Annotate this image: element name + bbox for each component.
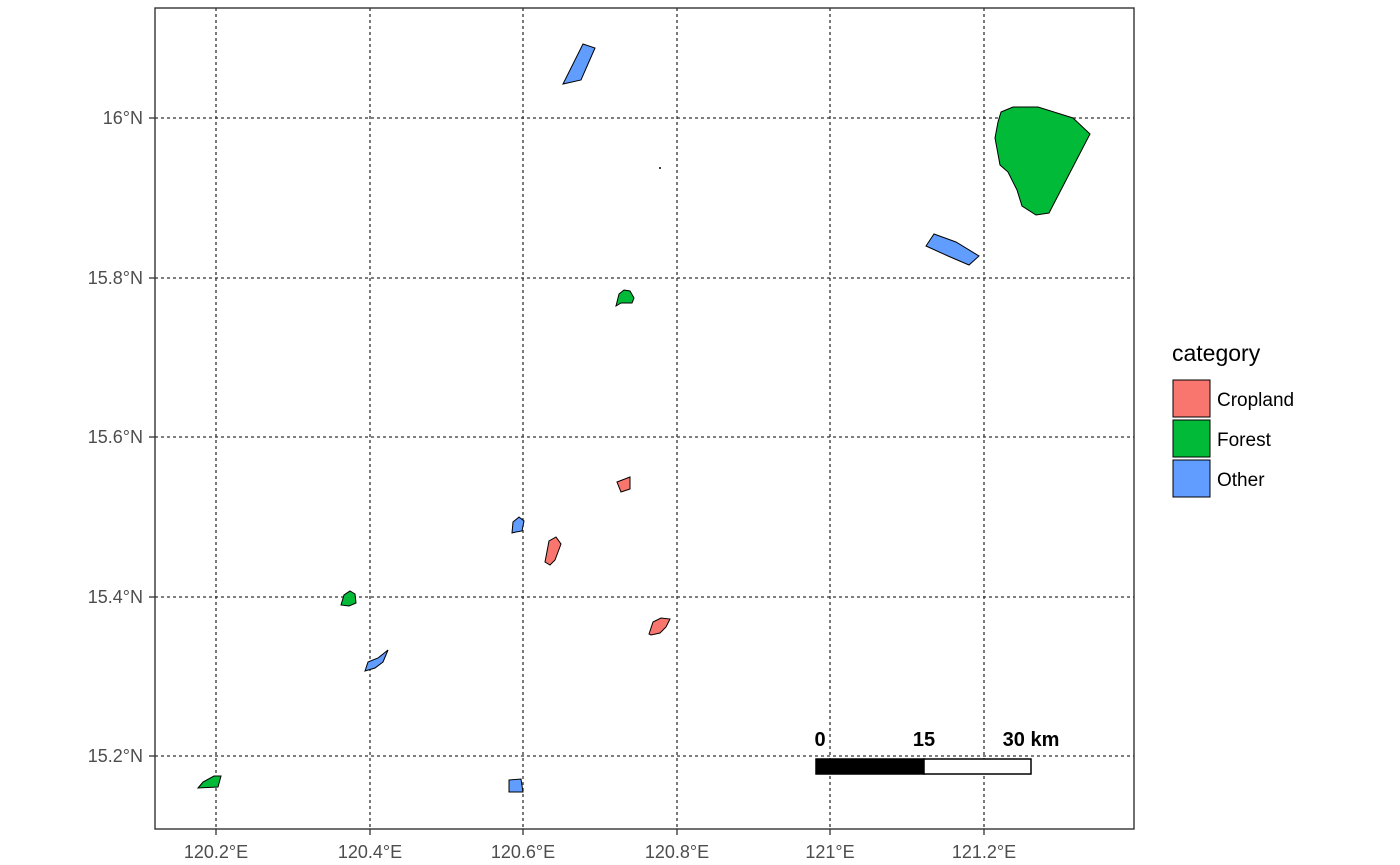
- legend-key-forest: [1172, 419, 1211, 458]
- gridlines: [155, 8, 1134, 829]
- y-axis-labels: 16°N 15.8°N 15.6°N 15.4°N 15.2°N: [88, 108, 143, 766]
- scale-bar-segment-filled: [815, 758, 925, 775]
- polygon-cropland-2: [544, 536, 562, 566]
- polygon-other-east: [925, 233, 980, 266]
- polygon-forest-west: [340, 590, 357, 607]
- y-tick-label: 16°N: [103, 108, 143, 128]
- legend-key-other: [1172, 459, 1211, 498]
- scale-bar-label-30km: 30 km: [1003, 729, 1060, 751]
- polygon-forest-sw: [196, 775, 222, 789]
- y-tick-label: 15.6°N: [88, 427, 143, 447]
- tiny-feature-dot: [659, 167, 661, 169]
- y-tick-label: 15.8°N: [88, 268, 143, 288]
- scale-bar-label-0: 0: [814, 729, 825, 751]
- polygon-forest-large-ne: [994, 106, 1091, 216]
- y-tick-label: 15.2°N: [88, 746, 143, 766]
- x-tick-label: 120.6°E: [491, 842, 555, 862]
- legend-key-cropland: [1172, 379, 1211, 418]
- polygon-other-south: [508, 778, 524, 793]
- x-axis-labels: 120.2°E 120.4°E 120.6°E 120.8°E 121°E 12…: [184, 842, 1016, 862]
- legend-title: category: [1172, 340, 1261, 366]
- legend-label-forest: Forest: [1217, 430, 1272, 451]
- polygon-other-mid: [511, 516, 525, 534]
- polygon-other-north: [562, 43, 596, 85]
- polygon-cropland-3: [648, 617, 671, 636]
- x-tick-label: 120.8°E: [645, 842, 709, 862]
- legend-label-other: Other: [1217, 470, 1265, 491]
- legend: category Cropland Forest Other: [1172, 340, 1294, 498]
- scale-bar-segment-empty: [923, 758, 1032, 775]
- polygon-forest-central: [615, 289, 635, 308]
- scale-bar: 0 15 30 km: [814, 729, 1060, 775]
- x-tick-label: 120.4°E: [338, 842, 402, 862]
- plot-panel-border: [154, 7, 1135, 830]
- map-features: [196, 43, 1091, 793]
- axis-ticks: [149, 117, 985, 835]
- legend-label-cropland: Cropland: [1217, 390, 1294, 411]
- x-tick-label: 120.2°E: [184, 842, 248, 862]
- polygon-cropland-1: [616, 476, 631, 493]
- y-tick-label: 15.4°N: [88, 587, 143, 607]
- polygon-other-sw: [364, 649, 389, 672]
- x-tick-label: 121.2°E: [952, 842, 1016, 862]
- x-tick-label: 121°E: [805, 842, 854, 862]
- scale-bar-label-15: 15: [913, 729, 935, 751]
